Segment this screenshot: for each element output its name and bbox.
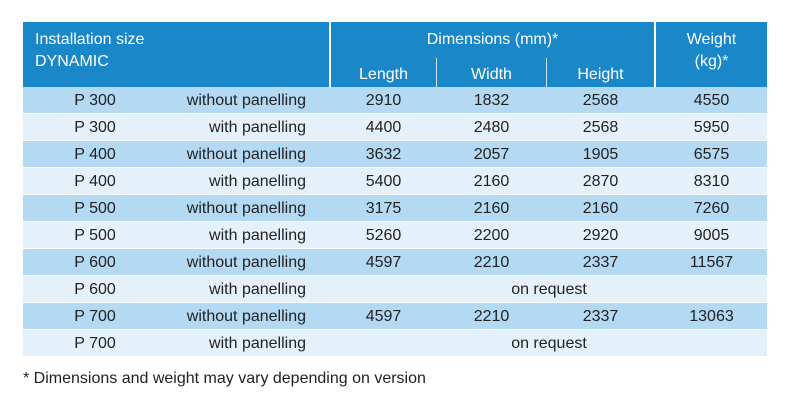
cell: 5400 xyxy=(365,173,402,190)
row-bg xyxy=(23,303,767,329)
size: P 400 xyxy=(74,173,116,190)
variant: without panelling xyxy=(186,146,306,163)
size: P 700 xyxy=(74,335,116,352)
cell: 2057 xyxy=(473,146,510,163)
cell: 2160 xyxy=(582,200,619,217)
cell: 3175 xyxy=(365,200,402,217)
row-bg xyxy=(23,87,767,113)
cell: 1905 xyxy=(582,146,619,163)
cell: 2200 xyxy=(473,227,510,244)
cell: 2337 xyxy=(582,308,619,325)
cell: 2160 xyxy=(473,173,510,190)
cell: 2480 xyxy=(473,119,510,136)
divider xyxy=(546,58,547,87)
size: P 700 xyxy=(74,308,116,325)
header-bg xyxy=(23,22,767,87)
size: P 300 xyxy=(74,119,116,136)
variant: with panelling xyxy=(209,173,306,190)
cell: 8310 xyxy=(693,173,730,190)
row-bg xyxy=(23,114,767,140)
row-bg xyxy=(23,222,767,248)
header-label: Dimensions (mm)* xyxy=(426,31,559,48)
cell: 2568 xyxy=(582,92,619,109)
variant: with panelling xyxy=(209,281,306,298)
footnote: * Dimensions and weight may vary dependi… xyxy=(23,370,426,387)
cell: 4597 xyxy=(365,254,402,271)
cell: 2210 xyxy=(473,308,510,325)
variant: without panelling xyxy=(186,92,306,109)
cell: 2870 xyxy=(582,173,619,190)
variant: with panelling xyxy=(209,335,306,352)
cell: 7260 xyxy=(693,200,730,217)
note: on request xyxy=(511,281,587,298)
row-bg xyxy=(23,141,767,167)
variant: with panelling xyxy=(209,227,306,244)
header-label: Width xyxy=(471,66,512,83)
cell: 2568 xyxy=(582,119,619,136)
row-bg xyxy=(23,195,767,221)
variant: without panelling xyxy=(186,308,306,325)
cell: 5260 xyxy=(365,227,402,244)
variant: without panelling xyxy=(186,254,306,271)
size: P 300 xyxy=(74,92,116,109)
row-bg xyxy=(23,249,767,275)
cell: 5950 xyxy=(693,119,730,136)
size: P 600 xyxy=(74,281,116,298)
cell: 1832 xyxy=(473,92,510,109)
cell: 4400 xyxy=(365,119,402,136)
cell: 9005 xyxy=(693,227,730,244)
cell: 2920 xyxy=(582,227,619,244)
size: P 600 xyxy=(74,254,116,271)
divider xyxy=(329,22,331,87)
cell: 3632 xyxy=(365,146,402,163)
header-label: Height xyxy=(577,66,624,83)
size: P 500 xyxy=(74,200,116,217)
size: P 500 xyxy=(74,227,116,244)
header-label: DYNAMIC xyxy=(35,53,109,70)
cell: 2160 xyxy=(473,200,510,217)
note: on request xyxy=(511,335,587,352)
row-bg xyxy=(23,330,767,356)
header-label: (kg)* xyxy=(694,53,729,70)
header-label: Weight xyxy=(686,31,737,48)
size: P 400 xyxy=(74,146,116,163)
divider xyxy=(654,22,656,87)
variant: with panelling xyxy=(209,119,306,136)
cell: 2910 xyxy=(365,92,402,109)
row-bg xyxy=(23,168,767,194)
cell: 2337 xyxy=(582,254,619,271)
header-label: Installation size xyxy=(35,31,145,48)
cell: 4550 xyxy=(693,92,730,109)
header-label: Length xyxy=(359,66,408,83)
cell: 4597 xyxy=(365,308,402,325)
cell: 2210 xyxy=(473,254,510,271)
divider xyxy=(436,58,437,87)
cell: 13063 xyxy=(689,308,734,325)
row-bg xyxy=(23,276,767,302)
cell: 6575 xyxy=(693,146,730,163)
cell: 11567 xyxy=(689,254,734,271)
variant: without panelling xyxy=(186,200,306,217)
